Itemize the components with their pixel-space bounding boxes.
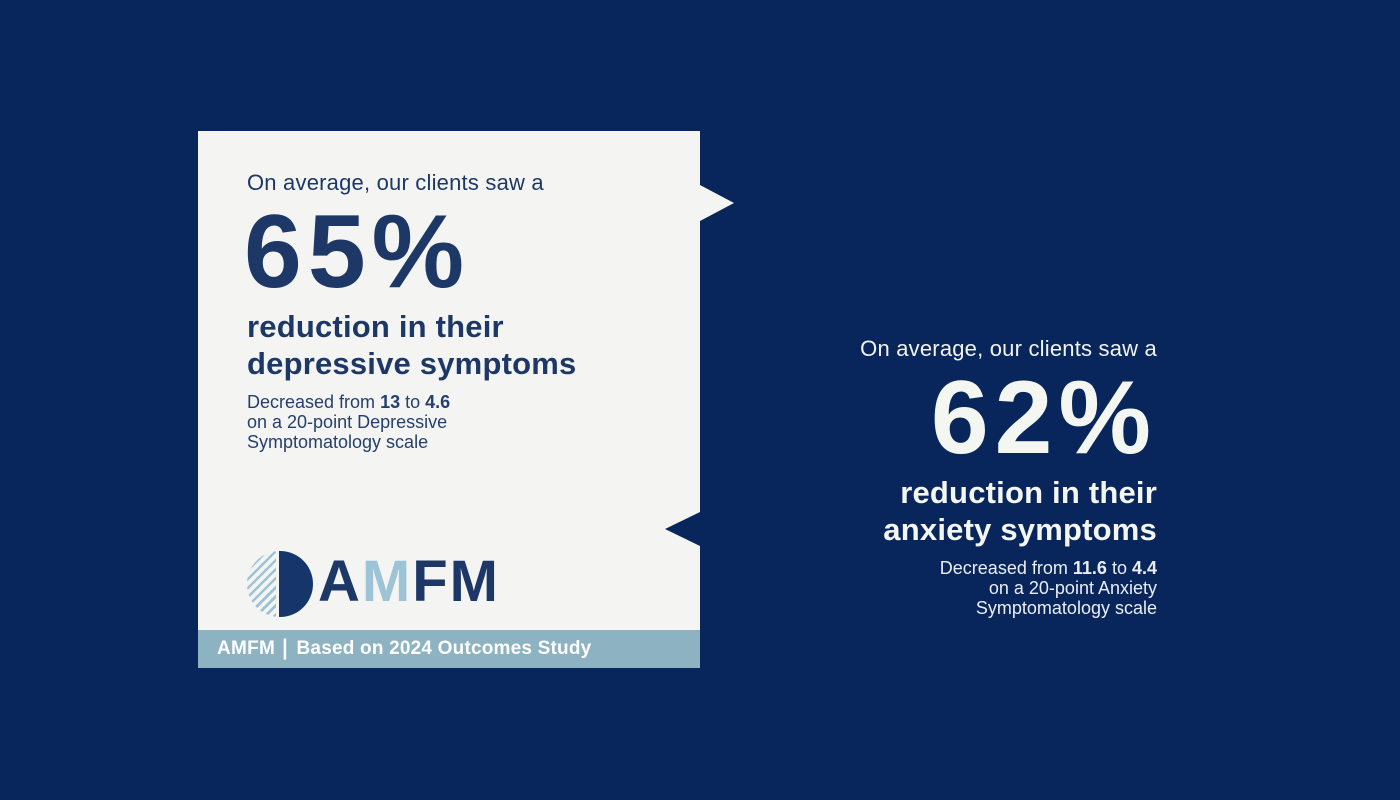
depression-detail-from-value: 13 [380, 392, 401, 413]
anxiety-detail-line1: Decreased from 11.6 to 4.4 [677, 558, 1157, 579]
speech-notch-left-icon [665, 512, 700, 546]
logo-letter-a: A [318, 549, 362, 614]
logo-striped-half [247, 551, 279, 617]
anxiety-stat-value: 62% [930, 359, 1157, 476]
depression-detail-prefix: Decreased from [247, 392, 376, 413]
anxiety-detail-line3: Symptomatology scale [975, 598, 1157, 619]
anxiety-stat-label-line1: reduction in their [900, 474, 1157, 510]
depression-stat-label-line2: depressive symptoms [247, 346, 577, 382]
logo-letter-f: F [412, 549, 450, 614]
footer-brand: AMFM [217, 638, 276, 659]
footer-note: Based on 2024 Outcomes Study [296, 638, 592, 659]
logo-solid-half [279, 551, 313, 617]
depression-detail-to-value: 4.6 [425, 392, 451, 413]
depression-stat-value: 65% [244, 193, 471, 310]
anxiety-detail-line2: on a 20-point Anxiety [988, 578, 1157, 599]
anxiety-stat-label-line2: anxiety symptoms [883, 512, 1157, 548]
depression-detail-line2: on a 20-point Depressive [247, 412, 448, 433]
depression-stat-label-line1: reduction in their [247, 308, 504, 344]
depression-card-content: On average, our clients saw a 65% reduct… [244, 169, 672, 453]
anxiety-stat-label: reduction in their anxiety symptoms [677, 474, 1157, 550]
anxiety-stat-block: On average, our clients saw a 62% reduct… [677, 335, 1157, 619]
depression-headline: On average, our clients saw a [247, 170, 544, 195]
anxiety-headline: On average, our clients saw a [860, 336, 1157, 361]
depression-stat-card: On average, our clients saw a 65% reduct… [198, 131, 734, 668]
anxiety-detail-connector: to [1111, 558, 1127, 579]
amfm-logo: AMFM [247, 551, 500, 617]
amfm-logo-mark-icon [247, 551, 313, 617]
anxiety-detail-prefix: Decreased from [939, 558, 1068, 579]
amfm-logo-wordmark: AMFM [318, 553, 500, 615]
depression-detail-text: Decreased from 13 to 4.6 on a 20-point D… [247, 392, 672, 453]
depression-stat-label: reduction in their depressive symptoms [247, 308, 672, 384]
footer-divider: | [282, 636, 288, 661]
logo-letter-m2: M [449, 549, 500, 614]
depression-detail-line3: Symptomatology scale [247, 432, 429, 453]
anxiety-detail-from-value: 11.6 [1072, 558, 1107, 579]
depression-detail-connector: to [405, 392, 421, 413]
speech-pointer-right-icon [700, 185, 734, 221]
card-footer-bar: AMFM | Based on 2024 Outcomes Study [198, 630, 700, 668]
anxiety-detail-to-value: 4.4 [1131, 558, 1157, 579]
depression-detail-line1: Decreased from 13 to 4.6 [247, 392, 672, 413]
anxiety-detail-text: Decreased from 11.6 to 4.4 on a 20-point… [677, 558, 1157, 619]
logo-letter-m1: M [361, 549, 413, 614]
